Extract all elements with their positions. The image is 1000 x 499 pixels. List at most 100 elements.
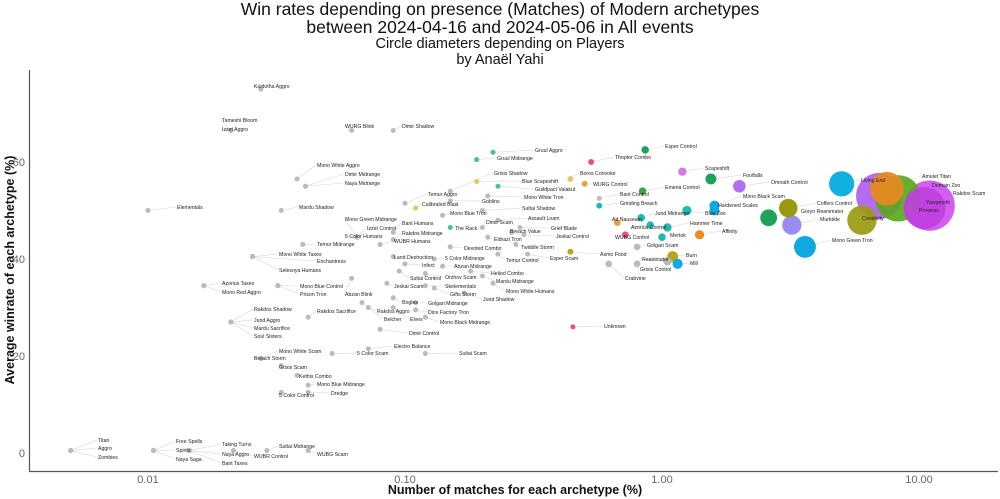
data-point[interactable] [709, 205, 720, 216]
data-point[interactable] [228, 319, 234, 325]
data-point[interactable] [468, 268, 474, 274]
data-point[interactable] [145, 207, 151, 214]
data-point[interactable] [847, 205, 877, 235]
data-point[interactable] [440, 212, 446, 218]
data-point[interactable] [201, 283, 207, 289]
data-point[interactable] [672, 258, 683, 269]
data-point[interactable] [422, 351, 428, 357]
data-point[interactable] [638, 187, 647, 195]
data-point[interactable] [305, 314, 311, 320]
data-point[interactable] [495, 183, 501, 189]
data-point[interactable] [68, 448, 74, 454]
data-point[interactable] [637, 213, 645, 222]
data-point[interactable] [431, 285, 437, 291]
data-point[interactable] [390, 127, 396, 133]
data-point[interactable] [682, 205, 692, 216]
data-point[interactable] [329, 351, 335, 357]
data-point[interactable] [613, 219, 621, 226]
data-point[interactable] [474, 178, 480, 184]
data-point[interactable] [264, 448, 270, 454]
data-point[interactable] [461, 290, 467, 296]
data-point[interactable] [794, 235, 816, 258]
data-point[interactable] [485, 234, 491, 240]
data-point[interactable] [479, 273, 485, 279]
data-point[interactable] [278, 363, 284, 369]
data-point[interactable] [258, 86, 264, 92]
data-point[interactable] [829, 171, 855, 197]
data-point[interactable] [495, 251, 501, 257]
data-point[interactable] [509, 229, 515, 235]
data-point[interactable] [278, 207, 284, 214]
data-point[interactable] [390, 229, 396, 235]
data-point[interactable] [567, 248, 574, 255]
data-point[interactable] [390, 304, 396, 311]
data-point[interactable] [705, 173, 717, 185]
data-point[interactable] [390, 254, 396, 260]
data-point[interactable] [903, 187, 946, 230]
data-point[interactable] [422, 271, 428, 277]
data-point[interactable] [646, 221, 655, 229]
data-point[interactable] [390, 295, 396, 301]
data-point[interactable] [663, 257, 672, 266]
data-point[interactable] [588, 159, 595, 165]
data-point[interactable] [305, 382, 311, 388]
data-point[interactable] [447, 198, 453, 204]
data-point[interactable] [365, 304, 371, 311]
data-point[interactable] [278, 389, 284, 395]
data-point[interactable] [760, 209, 778, 227]
data-point[interactable] [228, 127, 234, 133]
data-point[interactable] [390, 237, 396, 243]
data-point[interactable] [581, 180, 588, 187]
data-point[interactable] [396, 268, 402, 274]
data-point[interactable] [658, 233, 666, 241]
data-point[interactable] [495, 217, 501, 223]
data-point[interactable] [275, 283, 281, 289]
data-point[interactable] [413, 300, 419, 306]
data-point[interactable] [150, 448, 156, 454]
data-point[interactable] [596, 202, 603, 209]
data-point[interactable] [570, 324, 576, 330]
data-point[interactable] [230, 448, 236, 454]
data-point[interactable] [447, 224, 453, 230]
data-point[interactable] [305, 389, 311, 395]
data-point[interactable] [413, 205, 419, 211]
data-point[interactable] [678, 167, 687, 176]
data-point[interactable] [384, 280, 390, 286]
data-point[interactable] [633, 260, 641, 268]
data-point[interactable] [413, 307, 419, 313]
data-point[interactable] [513, 241, 519, 247]
data-point[interactable] [186, 448, 192, 454]
data-point[interactable] [694, 230, 705, 240]
data-point[interactable] [870, 171, 904, 206]
data-point[interactable] [354, 234, 360, 240]
data-point[interactable] [605, 260, 613, 268]
data-point[interactable] [447, 244, 453, 250]
data-point[interactable] [490, 149, 496, 155]
data-point[interactable] [479, 224, 485, 230]
data-point[interactable] [521, 232, 527, 238]
data-point[interactable] [431, 256, 437, 262]
data-point[interactable] [490, 280, 496, 286]
data-point[interactable] [365, 346, 371, 352]
data-point[interactable] [300, 241, 306, 247]
data-point[interactable] [525, 251, 531, 257]
data-point[interactable] [377, 326, 383, 332]
data-point[interactable] [302, 183, 309, 189]
data-point[interactable] [402, 261, 408, 267]
data-point[interactable] [349, 127, 355, 133]
data-point[interactable] [377, 241, 383, 247]
data-point[interactable] [249, 254, 256, 260]
data-point[interactable] [349, 275, 355, 281]
data-point[interactable] [422, 314, 428, 320]
data-point[interactable] [641, 146, 649, 154]
data-point[interactable] [633, 243, 641, 251]
data-point[interactable] [447, 188, 453, 194]
data-point[interactable] [258, 355, 264, 361]
data-point[interactable] [782, 215, 802, 235]
data-point[interactable] [567, 176, 574, 182]
data-point[interactable] [440, 263, 446, 269]
data-point[interactable] [596, 195, 602, 201]
data-point[interactable] [294, 176, 300, 182]
data-point[interactable] [305, 448, 311, 454]
data-point[interactable] [517, 224, 523, 230]
